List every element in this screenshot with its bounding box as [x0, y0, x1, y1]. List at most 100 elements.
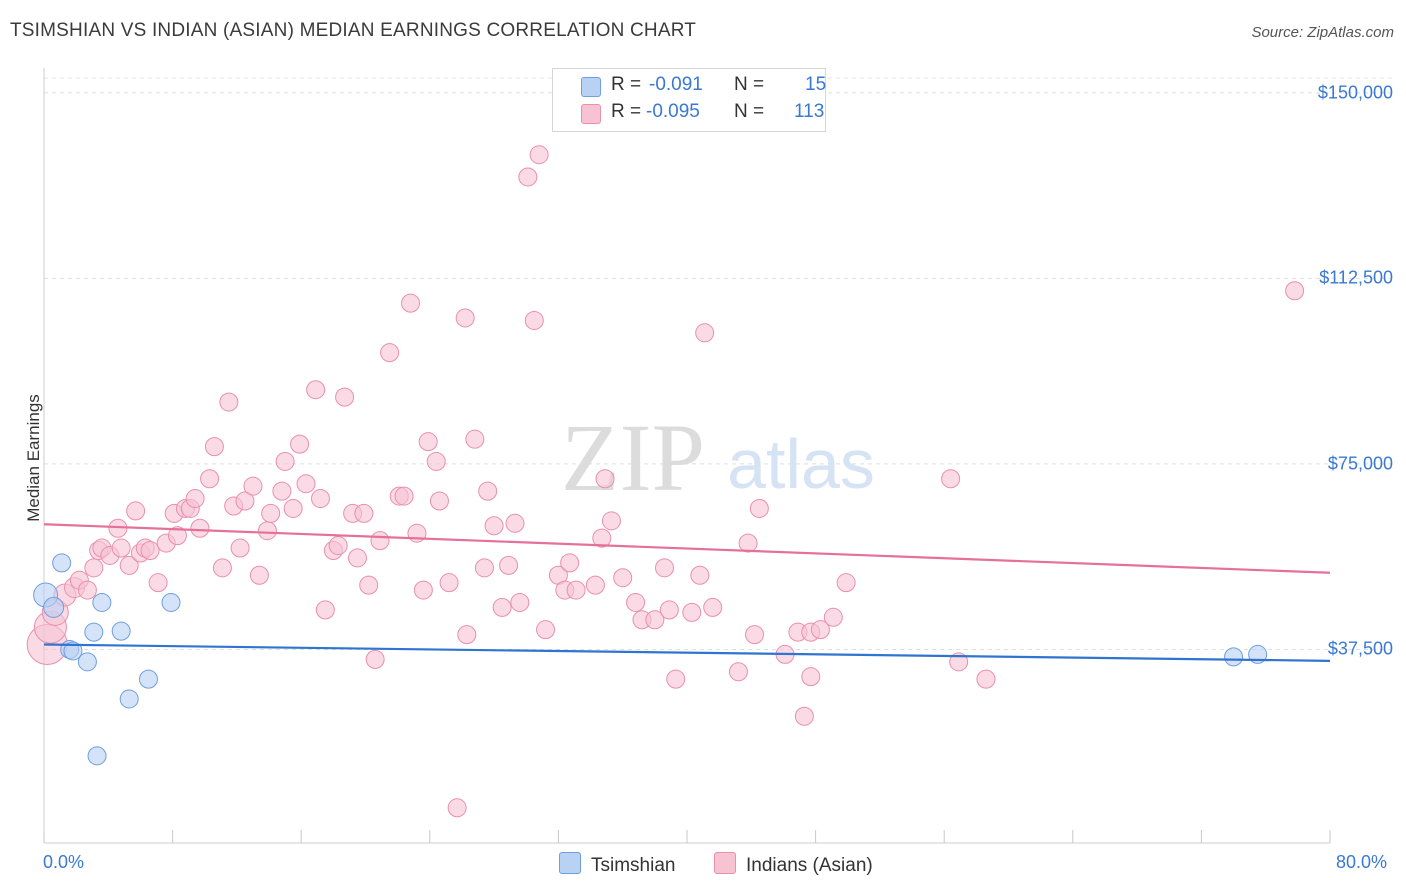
trend-line-tsimshian: [43, 643, 1331, 662]
point-indians-asian: [524, 310, 544, 330]
point-indians-asian: [455, 308, 475, 328]
point-indians-asian: [272, 481, 292, 501]
point-indians-asian: [801, 667, 821, 687]
point-indians-asian: [592, 528, 612, 548]
point-tsimshian: [77, 652, 97, 672]
legend-n-value: 113: [794, 101, 825, 122]
point-indians-asian: [77, 580, 97, 600]
point-indians-asian: [418, 432, 438, 452]
legend-swatch-indians-asian: [714, 852, 736, 874]
point-indians-asian: [111, 538, 131, 558]
point-indians-asian: [140, 541, 160, 561]
point-tsimshian: [161, 592, 181, 612]
point-indians-asian: [394, 486, 414, 506]
point-tsimshian: [52, 553, 72, 573]
point-indians-asian: [261, 503, 281, 523]
point-indians-asian: [518, 167, 538, 187]
chart-title: TSIMSHIAN VS INDIAN (ASIAN) MEDIAN EARNI…: [10, 20, 697, 41]
point-indians-asian: [529, 145, 549, 165]
point-indians-asian: [645, 610, 665, 630]
point-indians-asian: [695, 323, 715, 343]
point-indians-asian: [949, 652, 969, 672]
point-indians-asian: [1285, 281, 1305, 301]
point-indians-asian: [365, 649, 385, 669]
bottom-legend-label: Indians (Asian): [746, 855, 873, 876]
point-indians-asian: [212, 558, 232, 578]
point-indians-asian: [613, 568, 633, 588]
legend-r-value: -0.091: [649, 74, 703, 95]
point-indians-asian: [626, 592, 646, 612]
point-indians-asian: [370, 531, 390, 551]
point-indians-asian: [275, 451, 295, 471]
point-indians-asian: [478, 481, 498, 501]
point-indians-asian: [492, 597, 512, 617]
point-indians-asian: [560, 553, 580, 573]
point-indians-asian: [328, 536, 348, 556]
point-indians-asian: [728, 662, 748, 682]
point-indians-asian: [976, 669, 996, 689]
point-indians-asian: [566, 580, 586, 600]
gridlines: [44, 77, 1395, 650]
point-indians-asian: [447, 798, 467, 818]
point-indians-asian: [249, 565, 269, 585]
point-tsimshian: [1224, 647, 1244, 667]
point-indians-asian: [148, 573, 168, 593]
point-indians-asian: [354, 503, 374, 523]
y-tick-label: $37,500: [1327, 638, 1393, 659]
point-indians-asian: [283, 498, 303, 518]
point-indians-asian: [682, 602, 702, 622]
point-indians-asian: [413, 580, 433, 600]
trend-line-indians-asian: [43, 523, 1331, 574]
point-indians-asian: [119, 555, 139, 575]
point-indians-asian: [167, 526, 187, 546]
point-indians-asian: [230, 538, 250, 558]
correlation-legend: R = -0.091 N = 15 R = -0.095 N = 113: [552, 68, 826, 132]
x-tick-label-max: 80.0%: [1336, 852, 1388, 872]
point-indians-asian: [794, 706, 814, 726]
point-indians-asian: [601, 511, 621, 531]
bottom-legend-tsimshian: Tsimshian: [559, 852, 675, 877]
watermark-atlas: atlas: [727, 425, 875, 503]
point-indians-asian: [359, 575, 379, 595]
point-indians-asian: [585, 575, 605, 595]
y-tick-label: $150,000: [1317, 82, 1393, 103]
point-indians-asian: [745, 625, 765, 645]
point-indians-asian: [499, 555, 519, 575]
point-indians-asian: [595, 469, 615, 489]
point-indians-asian: [200, 469, 220, 489]
point-indians-asian: [654, 558, 674, 578]
point-indians-asian: [126, 501, 146, 521]
point-indians-asian: [941, 469, 961, 489]
point-indians-asian: [810, 620, 830, 640]
point-tsimshian: [84, 622, 104, 642]
point-indians-asian: [243, 476, 263, 496]
point-indians-asian: [439, 573, 459, 593]
data-points: [26, 145, 1305, 818]
axes: [43, 68, 1331, 844]
y-tick-label: $112,500: [1319, 267, 1393, 288]
point-indians-asian: [484, 516, 504, 536]
point-indians-asian: [465, 429, 485, 449]
point-indians-asian: [290, 434, 310, 454]
legend-r-label: R =: [611, 101, 642, 122]
x-tick-label-min: 0.0%: [43, 852, 85, 872]
point-indians-asian: [426, 451, 446, 471]
point-indians-asian: [347, 548, 367, 568]
point-indians-asian: [257, 521, 277, 541]
source-label: Source: ZipAtlas.com: [1251, 24, 1394, 41]
point-indians-asian: [738, 533, 758, 553]
point-indians-asian: [666, 669, 686, 689]
point-indians-asian: [315, 600, 335, 620]
legend-swatch-tsimshian: [581, 77, 601, 97]
point-indians-asian: [457, 625, 477, 645]
point-indians-asian: [380, 343, 400, 363]
legend-n-value: 15: [805, 74, 827, 95]
point-indians-asian: [204, 437, 224, 457]
point-tsimshian: [111, 621, 131, 641]
point-tsimshian: [119, 689, 139, 709]
legend-n-label: N =: [734, 101, 765, 122]
point-indians-asian: [703, 597, 723, 617]
point-indians-asian: [296, 474, 316, 494]
point-indians-asian: [306, 380, 326, 400]
